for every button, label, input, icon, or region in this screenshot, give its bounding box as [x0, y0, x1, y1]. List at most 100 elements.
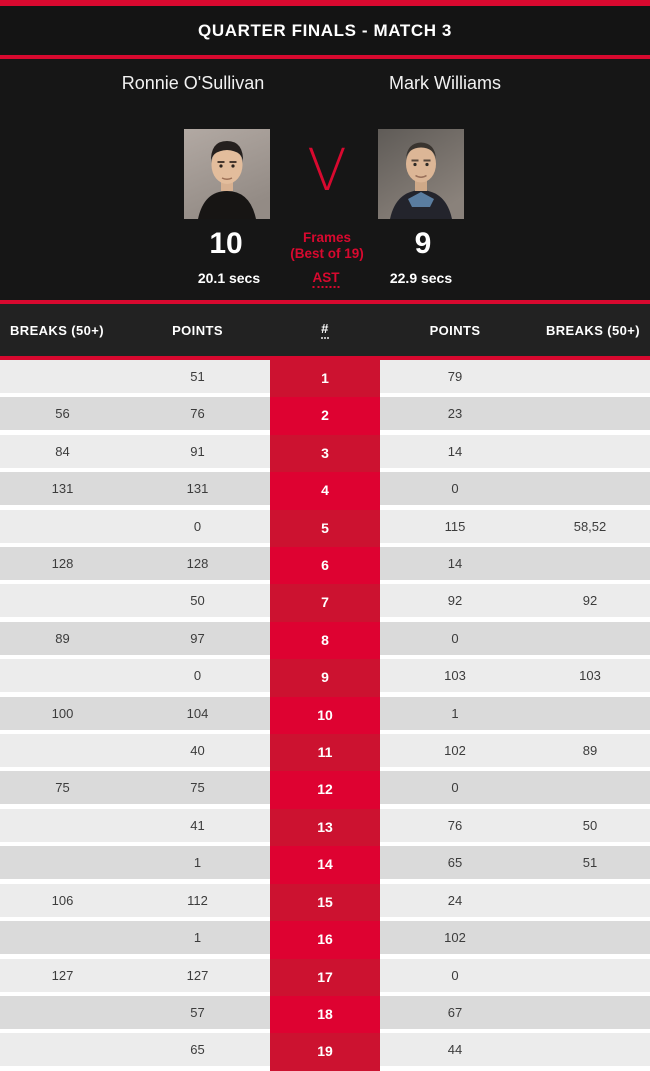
frames-label-line1: Frames [302, 230, 352, 245]
right-points-cell: 44 [380, 1033, 530, 1067]
right-points-cell: 103 [380, 659, 530, 693]
right-breaks-cell [530, 547, 650, 581]
left-points-cell: 51 [125, 360, 270, 393]
frame-number-cell: 10 [270, 696, 380, 735]
right-breaks-cell [530, 696, 650, 730]
right-breaks-cell: 51 [530, 846, 650, 880]
frame-row: 41 13 76 50 [0, 808, 650, 847]
left-breaks-cell: 75 [0, 771, 125, 805]
frame-row: 128 128 6 14 [0, 547, 650, 585]
frame-number-cell: 6 [270, 547, 380, 585]
left-breaks-cell: 56 [0, 397, 125, 431]
left-breaks-cell [0, 360, 125, 393]
frame-row: 57 18 67 [0, 995, 650, 1034]
right-points-cell: 115 [380, 509, 530, 543]
frame-row: 100 104 10 1 [0, 696, 650, 735]
left-points-cell: 1 [125, 846, 270, 880]
left-breaks-cell: 106 [0, 883, 125, 917]
right-breaks-cell [530, 921, 650, 955]
right-points-cell: 14 [380, 547, 530, 581]
frame-row: 1 14 65 51 [0, 846, 650, 884]
title-band: QUARTER FINALS - MATCH 3 [0, 6, 650, 55]
frame-number-cell: 14 [270, 846, 380, 884]
frame-row: 50 7 92 92 [0, 584, 650, 622]
right-breaks-cell [530, 771, 650, 805]
frame-number-cell: 5 [270, 509, 380, 548]
frame-row: 0 5 115 58,52 [0, 509, 650, 548]
red-divider [0, 55, 650, 59]
right-points-cell: 0 [380, 472, 530, 506]
right-points-cell: 79 [380, 360, 530, 393]
right-points-cell: 1 [380, 696, 530, 730]
player-left-name: Ronnie O'Sullivan [121, 73, 265, 93]
right-points-cell: 0 [380, 771, 530, 805]
left-breaks-cell [0, 584, 125, 618]
right-points-cell: 102 [380, 734, 530, 768]
column-header-left-points: POINTS [172, 322, 223, 338]
right-points-cell: 14 [380, 434, 530, 468]
left-points-cell: 50 [125, 584, 270, 618]
column-header-right-points: POINTS [429, 322, 481, 338]
frames-table-body: 51 1 79 56 76 2 23 84 91 3 14 131 131 4 … [0, 360, 650, 1071]
top-red-bar [0, 0, 650, 6]
frame-row: 1 16 102 [0, 921, 650, 959]
red-divider [0, 356, 650, 360]
column-header-left-breaks: BREAKS (50+) [10, 322, 105, 338]
right-breaks-cell [530, 883, 650, 917]
versus-mark: V [307, 136, 347, 204]
column-header-frame-number: # [270, 321, 380, 339]
left-points-cell: 131 [125, 472, 270, 506]
right-breaks-cell [530, 397, 650, 431]
frame-number-cell: 4 [270, 472, 380, 510]
right-points-cell: 23 [380, 397, 530, 431]
frame-row: 0 9 103 103 [0, 659, 650, 697]
right-breaks-cell [530, 472, 650, 506]
right-breaks-cell: 89 [530, 734, 650, 768]
frame-row: 65 19 44 [0, 1033, 650, 1071]
left-breaks-cell: 89 [0, 621, 125, 655]
right-points-cell: 102 [380, 921, 530, 955]
player-right-name: Mark Williams [389, 73, 501, 93]
right-breaks-cell [530, 434, 650, 468]
frame-number-cell: 1 [270, 360, 380, 398]
frames-best-of-label: Frames (Best of 19) [290, 230, 364, 262]
right-breaks-cell: 92 [530, 584, 650, 618]
right-breaks-cell [530, 1033, 650, 1067]
left-points-cell: 97 [125, 621, 270, 655]
left-points-cell: 0 [125, 509, 270, 543]
left-breaks-cell [0, 921, 125, 955]
right-points-cell: 24 [380, 883, 530, 917]
frame-number-cell: 16 [270, 921, 380, 959]
frame-number-cell: 18 [270, 995, 380, 1034]
left-points-cell: 76 [125, 397, 270, 431]
left-breaks-cell [0, 509, 125, 543]
ast-abbreviation[interactable]: AST [312, 270, 340, 288]
left-points-cell: 1 [125, 921, 270, 955]
right-breaks-cell: 103 [530, 659, 650, 693]
frame-number-cell: 17 [270, 958, 380, 996]
frame-number-cell: 8 [270, 621, 380, 660]
frame-number-cell: 9 [270, 659, 380, 697]
left-points-cell: 65 [125, 1033, 270, 1067]
left-breaks-cell [0, 995, 125, 1029]
player-portrait-image [378, 129, 464, 219]
right-points-cell: 76 [380, 808, 530, 842]
right-points-cell: 92 [380, 584, 530, 618]
match-panel: Ronnie O'Sullivan Mark Williams V [0, 59, 650, 300]
frame-number-cell: 2 [270, 397, 380, 435]
frames-label-line2: (Best of 19) [290, 246, 364, 261]
left-breaks-cell: 100 [0, 696, 125, 730]
frame-number-cell: 12 [270, 771, 380, 809]
left-points-cell: 112 [125, 883, 270, 917]
player-right-photo [378, 129, 464, 219]
column-header-right-breaks: BREAKS (50+) [545, 322, 640, 338]
frame-number-cell: 13 [270, 808, 380, 847]
frame-number-abbreviation[interactable]: # [321, 321, 329, 339]
right-breaks-cell: 58,52 [530, 509, 650, 543]
frame-row: 106 112 15 24 [0, 883, 650, 922]
right-breaks-cell: 50 [530, 808, 650, 842]
left-points-cell: 41 [125, 808, 270, 842]
frames-table-header: BREAKS (50+) POINTS # POINTS BREAKS (50+… [0, 304, 650, 356]
player-right-frames-score: 9 [414, 227, 432, 260]
frame-number-cell: 7 [270, 584, 380, 622]
